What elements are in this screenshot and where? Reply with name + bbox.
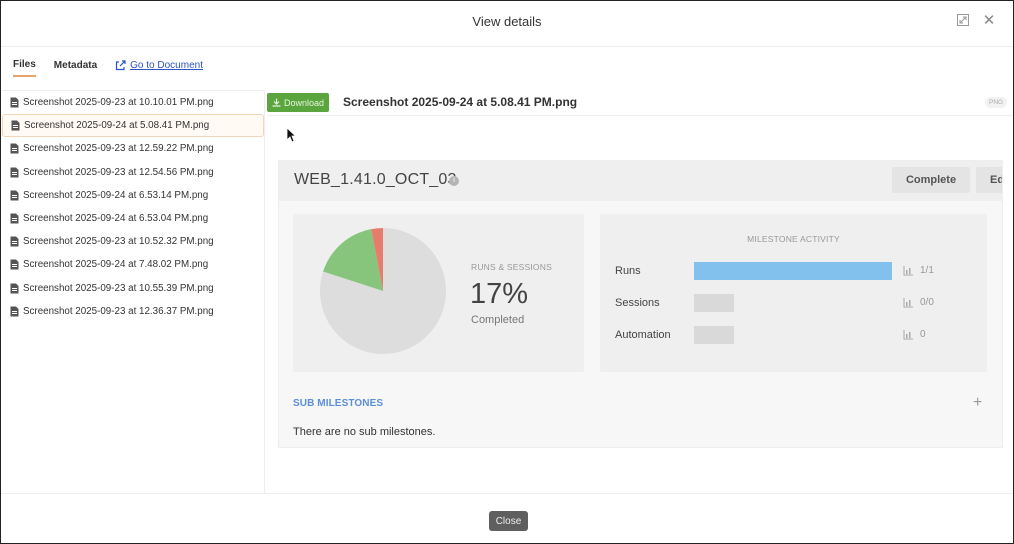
activity-bar (694, 262, 892, 280)
file-list-item[interactable]: Screenshot 2025-09-23 at 12.59.22 PM.png (2, 137, 264, 160)
file-icon (10, 190, 19, 201)
activity-row: Automation 0 (615, 326, 975, 346)
completion-percent: 17% (470, 278, 529, 310)
milestone-title: WEB_1.41.0_OCT_03 (294, 171, 457, 188)
milestone-card: WEB_1.41.0_OCT_03 i Complete Ed RUNS & S… (278, 160, 1003, 448)
file-icon (10, 306, 19, 317)
tab-metadata[interactable]: Metadata (53, 60, 98, 71)
file-icon (10, 236, 19, 247)
file-list-item[interactable]: Screenshot 2025-09-24 at 7.48.02 PM.png (2, 253, 264, 276)
file-list-item[interactable]: Screenshot 2025-09-23 at 12.36.37 PM.png (2, 300, 264, 323)
go-to-document-link[interactable]: Go to Document (115, 60, 203, 76)
activity-value-text: 0 (920, 329, 926, 340)
file-list-item[interactable]: Screenshot 2025-09-23 at 10.10.01 PM.png (2, 91, 264, 114)
file-type-badge: PNG (985, 97, 1008, 108)
milestone-activity-title: MILESTONE ACTIVITY (747, 234, 840, 244)
download-button[interactable]: Download (267, 93, 330, 112)
file-icon (10, 167, 19, 178)
complete-button[interactable]: Complete (892, 167, 970, 193)
file-list-item[interactable]: Screenshot 2025-09-23 at 10.52.32 PM.png (2, 230, 264, 253)
divider (267, 115, 1013, 116)
expand-icon[interactable] (955, 13, 971, 29)
dialog-title: View details (472, 14, 542, 29)
tab-files[interactable]: Files (13, 59, 36, 77)
file-name-label: Screenshot 2025-09-23 at 10.10.01 PM.png (23, 97, 214, 109)
bar-chart-icon (903, 265, 913, 275)
file-list-item[interactable]: Screenshot 2025-09-24 at 6.53.04 PM.png (2, 207, 264, 230)
activity-value: 0 (903, 329, 926, 340)
download-icon (272, 98, 281, 107)
activity-row: Runs 1/1 (615, 262, 975, 282)
file-name-label: Screenshot 2025-09-24 at 6.53.14 PM.png (23, 189, 209, 201)
activity-bar-track (694, 326, 892, 344)
runs-sessions-panel: RUNS & SESSIONS 17% Completed (293, 214, 584, 372)
completion-pie-chart (320, 228, 446, 354)
close-button[interactable]: Close (489, 511, 528, 531)
activity-value: 0/0 (903, 297, 934, 308)
tab-bar: Files Metadata Go to Document (13, 57, 203, 79)
file-name-label: Screenshot 2025-09-23 at 10.52.32 PM.png (23, 236, 214, 248)
add-sub-milestone-icon[interactable]: + (973, 394, 983, 411)
activity-value-text: 1/1 (920, 265, 934, 276)
file-name-label: Screenshot 2025-09-23 at 12.59.22 PM.png (23, 143, 214, 155)
completion-caption: Completed (471, 314, 525, 326)
mouse-cursor-icon (286, 127, 297, 148)
close-icon[interactable]: ✕ (982, 12, 996, 29)
milestone-activity-panel: MILESTONE ACTIVITY Runs 1/1 Sessions 0/0 Aut… (600, 214, 987, 372)
sub-milestones-title: SUB MILESTONES (293, 398, 384, 409)
dialog-footer: Close (1, 493, 1013, 543)
file-icon (10, 283, 19, 294)
activity-bar (694, 326, 734, 344)
activity-bar-track (694, 294, 892, 312)
dialog-header: View details ✕ (1, 1, 1013, 47)
pie-slice (371, 228, 383, 291)
file-name-label: Screenshot 2025-09-23 at 10.55.39 PM.png (23, 282, 214, 294)
edit-button[interactable]: Ed (976, 167, 1002, 193)
file-list-item[interactable]: Screenshot 2025-09-23 at 12.54.56 PM.png (2, 161, 264, 184)
file-icon (10, 259, 19, 270)
no-sub-milestones-text: There are no sub milestones. (293, 426, 436, 438)
milestone-header: WEB_1.41.0_OCT_03 i Complete Ed (279, 161, 1002, 201)
file-name-label: Screenshot 2025-09-24 at 6.53.04 PM.png (23, 213, 209, 225)
activity-label: Sessions (615, 297, 660, 309)
preview-file-name: Screenshot 2025-09-24 at 5.08.41 PM.png (343, 95, 578, 109)
file-name-label: Screenshot 2025-09-24 at 5.08.41 PM.png (24, 120, 210, 132)
file-list-item[interactable]: Screenshot 2025-09-23 at 10.55.39 PM.png (2, 277, 264, 300)
file-icon (10, 213, 19, 224)
activity-row: Sessions 0/0 (615, 294, 975, 314)
preview-toolbar: Download Screenshot 2025-09-24 at 5.08.4… (267, 93, 1013, 115)
file-name-label: Screenshot 2025-09-24 at 7.48.02 PM.png (23, 259, 209, 271)
activity-bar (694, 294, 734, 312)
bar-chart-icon (903, 329, 913, 339)
info-icon[interactable]: i (449, 176, 459, 186)
activity-value-text: 0/0 (920, 297, 934, 308)
bar-chart-icon (903, 297, 913, 307)
file-icon (11, 120, 20, 131)
file-icon (10, 97, 19, 108)
activity-label: Automation (615, 329, 671, 341)
activity-label: Runs (615, 265, 641, 277)
pie-slice (323, 229, 383, 291)
activity-bar-track (694, 262, 892, 280)
runs-sessions-label: RUNS & SESSIONS (471, 262, 552, 272)
download-label: Download (284, 97, 325, 108)
external-link-icon (116, 60, 126, 71)
go-to-document-label: Go to Document (130, 60, 203, 71)
activity-value: 1/1 (903, 265, 934, 276)
file-name-label: Screenshot 2025-09-23 at 12.36.37 PM.png (23, 305, 214, 317)
file-icon (10, 143, 19, 154)
file-name-label: Screenshot 2025-09-23 at 12.54.56 PM.png (23, 166, 214, 178)
file-list: Screenshot 2025-09-23 at 10.10.01 PM.png… (2, 90, 265, 494)
file-list-item[interactable]: Screenshot 2025-09-24 at 5.08.41 PM.png (2, 114, 264, 138)
file-list-item[interactable]: Screenshot 2025-09-24 at 6.53.14 PM.png (2, 184, 264, 207)
